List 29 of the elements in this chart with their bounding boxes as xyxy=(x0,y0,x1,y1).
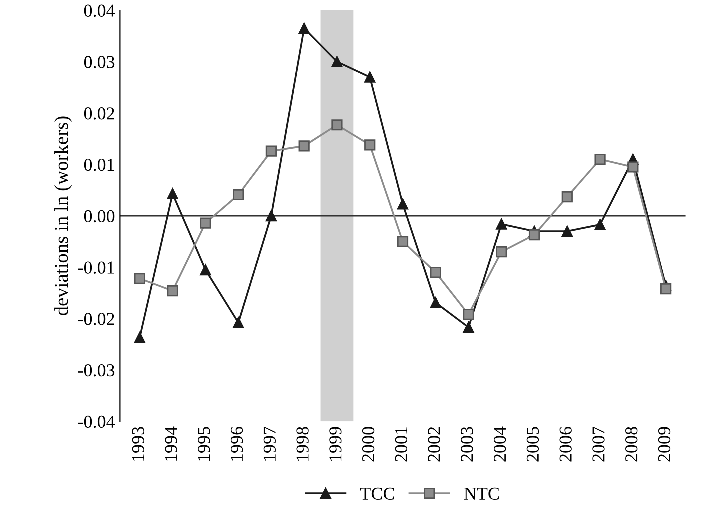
y-tick-label: -0.04 xyxy=(78,416,116,428)
x-tick-label: 2004 xyxy=(494,426,506,462)
x-tick-label: 1993 xyxy=(132,427,144,461)
x-tick-label: 1999 xyxy=(330,427,342,461)
y-tick-label: 0.01 xyxy=(84,158,114,172)
x-tick-label: 2006 xyxy=(560,427,572,462)
y-axis-title: deviations in ln (workers) xyxy=(54,116,72,316)
x-tick-label: 2008 xyxy=(626,427,638,462)
x-tick-label: 2001 xyxy=(395,428,408,462)
x-tick-label: 2009 xyxy=(658,427,671,462)
x-tick-label: 2000 xyxy=(362,427,375,462)
x-tick-label: 2002 xyxy=(428,427,440,462)
x-tick-label: 2005 xyxy=(526,427,540,462)
y-tick-label: 0.00 xyxy=(84,210,115,223)
y-tick-label: -0.03 xyxy=(78,364,115,377)
x-tick-label: 2003 xyxy=(461,427,474,462)
x-tick-label: 1994 xyxy=(165,426,178,461)
y-tick-label: 0.03 xyxy=(84,56,115,68)
y-tick-label: -0.02 xyxy=(78,313,114,326)
x-tick-label: 1995 xyxy=(198,427,210,461)
x-tick-label: 2007 xyxy=(592,426,605,462)
x-tick-label: 1996 xyxy=(230,427,244,461)
legend-label: NTC xyxy=(464,488,499,500)
y-tick-label: 0.04 xyxy=(84,4,116,18)
y-tick-label: 0.02 xyxy=(84,108,114,120)
x-tick-label: 1997 xyxy=(264,426,276,461)
x-tick-label: 1998 xyxy=(296,427,309,461)
legend-label: TCC xyxy=(360,488,394,500)
y-tick-label: -0.01 xyxy=(78,262,114,274)
